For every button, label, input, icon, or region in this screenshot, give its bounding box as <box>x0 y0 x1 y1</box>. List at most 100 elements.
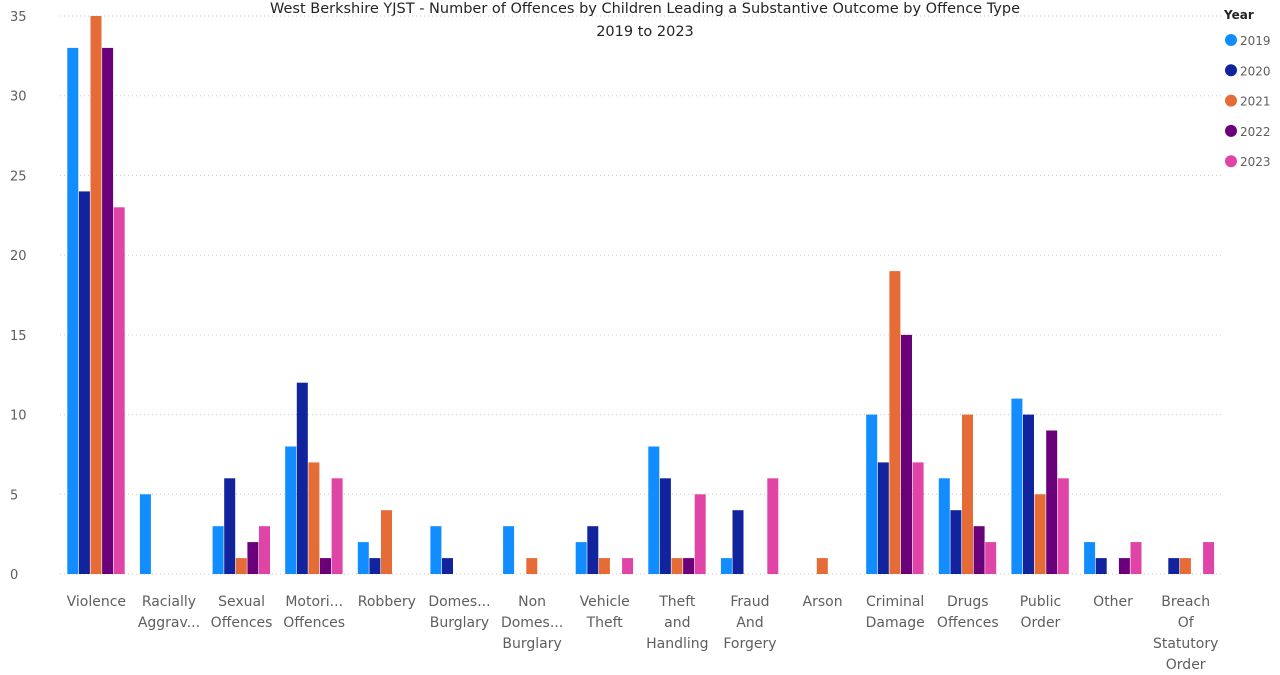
bar-2021-cat-2[interactable] <box>235 558 247 574</box>
bar-2019-cat-2[interactable] <box>212 526 224 574</box>
bar-2022-cat-8[interactable] <box>683 558 695 574</box>
legend-marker-2019[interactable] <box>1225 34 1237 46</box>
legend-marker-2022[interactable] <box>1225 124 1237 137</box>
bar-2023-cat-2[interactable] <box>259 526 270 574</box>
x-category-label-line: Fraud <box>730 594 769 610</box>
bar-2019-cat-9[interactable] <box>720 558 732 574</box>
bar-2019-cat-5[interactable] <box>430 526 442 574</box>
x-category-label-line: Order <box>1166 657 1206 673</box>
bar-2022-cat-13[interactable] <box>1046 430 1058 575</box>
bar-2021-cat-10[interactable] <box>816 558 828 574</box>
legend-label-2022[interactable]: 2022 <box>1240 125 1271 139</box>
bar-2023-cat-7[interactable] <box>622 558 634 574</box>
y-axis: 0 5 10 15 20 25 30 35 <box>10 10 27 583</box>
bar-2020-cat-2[interactable] <box>224 478 236 574</box>
bar-2023-cat-11[interactable] <box>912 462 924 574</box>
bar-2023-cat-3[interactable] <box>331 478 343 574</box>
bar-2022-cat-0[interactable] <box>102 47 114 574</box>
x-category-label-line: and <box>664 615 690 631</box>
bar-2019-cat-3[interactable] <box>285 446 297 575</box>
bar-2020-cat-14[interactable] <box>1095 558 1107 574</box>
bar-2020-cat-0[interactable] <box>78 191 90 574</box>
bar-2021-cat-6[interactable] <box>526 558 538 574</box>
x-category-label-line: Robbery <box>358 594 416 610</box>
x-category-label: Sexual Offences <box>211 594 273 631</box>
bar-2023-cat-13[interactable] <box>1057 478 1069 574</box>
bar-2021-cat-8[interactable] <box>671 558 683 574</box>
legend: Year 2019 2020 2021 2022 2023 <box>1223 8 1271 169</box>
x-category-label-line: Offences <box>283 615 345 631</box>
bar-2019-cat-11[interactable] <box>866 414 878 574</box>
legend-label-2020[interactable]: 2020 <box>1240 64 1271 78</box>
x-category-label-line: Sexual <box>218 594 265 610</box>
bar-2020-cat-3[interactable] <box>296 382 308 574</box>
x-category-label-line: Handling <box>646 636 708 652</box>
y-tick-label: 5 <box>10 488 18 503</box>
x-category-label-line: Other <box>1093 594 1133 610</box>
bar-2022-cat-11[interactable] <box>901 334 912 574</box>
bar-2020-cat-11[interactable] <box>877 462 889 574</box>
x-category-label-line: Burglary <box>430 615 489 631</box>
bar-2021-cat-12[interactable] <box>962 414 973 574</box>
x-category-label-line: Criminal <box>866 594 924 610</box>
bar-2020-cat-12[interactable] <box>950 510 962 574</box>
x-category-label-line: Offences <box>211 615 273 631</box>
bar-2019-cat-4[interactable] <box>357 542 369 574</box>
bar-2023-cat-0[interactable] <box>113 207 125 575</box>
bar-2022-cat-2[interactable] <box>247 542 259 574</box>
x-category-label-line: Drugs <box>947 594 989 610</box>
bar-2019-cat-0[interactable] <box>67 47 79 574</box>
bar-2020-cat-9[interactable] <box>732 510 744 574</box>
legend-marker-2023[interactable] <box>1225 155 1237 168</box>
x-category-label-line: Racially <box>142 594 196 610</box>
legend-label-2021[interactable]: 2021 <box>1240 95 1271 109</box>
bar-2021-cat-15[interactable] <box>1179 558 1191 574</box>
x-category-label-line: Violence <box>67 594 126 610</box>
bar-2019-cat-12[interactable] <box>938 478 950 574</box>
legend-label-2019[interactable]: 2019 <box>1240 34 1271 48</box>
bar-2022-cat-14[interactable] <box>1118 558 1130 574</box>
x-category-label-line: Non <box>518 594 546 610</box>
bar-2021-cat-4[interactable] <box>381 510 392 574</box>
bar-2020-cat-8[interactable] <box>659 478 671 574</box>
bar-2020-cat-15[interactable] <box>1168 558 1180 574</box>
bar-2023-cat-12[interactable] <box>985 542 997 574</box>
bar-2020-cat-4[interactable] <box>369 558 381 574</box>
y-tick-label: 20 <box>10 249 27 264</box>
bars <box>67 16 1215 575</box>
x-category-label-line: Aggrav... <box>138 615 200 631</box>
bar-2020-cat-7[interactable] <box>587 526 599 574</box>
x-category-label: Criminal Damage <box>866 594 925 631</box>
bar-2019-cat-6[interactable] <box>503 526 515 574</box>
bar-2019-cat-7[interactable] <box>575 542 587 574</box>
bar-2021-cat-7[interactable] <box>598 558 610 574</box>
bar-2019-cat-8[interactable] <box>648 446 660 575</box>
bar-2021-cat-11[interactable] <box>889 271 901 574</box>
legend-marker-2020[interactable] <box>1225 64 1237 77</box>
y-tick-label: 0 <box>10 568 18 583</box>
bar-2022-cat-12[interactable] <box>973 526 985 574</box>
y-tick-label: 10 <box>10 409 27 424</box>
legend-label-2023[interactable]: 2023 <box>1240 155 1271 169</box>
bar-2023-cat-8[interactable] <box>694 494 706 574</box>
x-category-label: Violence <box>67 594 126 610</box>
bar-2023-cat-14[interactable] <box>1130 542 1142 574</box>
x-category-label-line: Breach <box>1161 594 1210 610</box>
bar-2023-cat-9[interactable] <box>767 478 779 574</box>
bar-2019-cat-14[interactable] <box>1084 542 1096 574</box>
bar-2021-cat-0[interactable] <box>90 16 102 574</box>
y-tick-label: 25 <box>10 169 27 184</box>
bar-2019-cat-1[interactable] <box>139 494 151 574</box>
x-category-label-line: Arson <box>803 594 843 610</box>
bar-2020-cat-13[interactable] <box>1023 414 1034 574</box>
bar-2019-cat-13[interactable] <box>1011 398 1023 574</box>
bar-2020-cat-5[interactable] <box>442 558 453 574</box>
bar-2023-cat-15[interactable] <box>1203 542 1215 574</box>
bar-2021-cat-3[interactable] <box>308 462 320 574</box>
x-category-label-line: Public <box>1020 594 1061 610</box>
bar-2021-cat-13[interactable] <box>1034 494 1046 574</box>
bar-2022-cat-3[interactable] <box>320 558 331 574</box>
x-category-label-line: Motori... <box>285 594 343 610</box>
legend-marker-2021[interactable] <box>1225 94 1237 107</box>
x-category-label: Breach Of Statutory Order <box>1153 594 1218 673</box>
